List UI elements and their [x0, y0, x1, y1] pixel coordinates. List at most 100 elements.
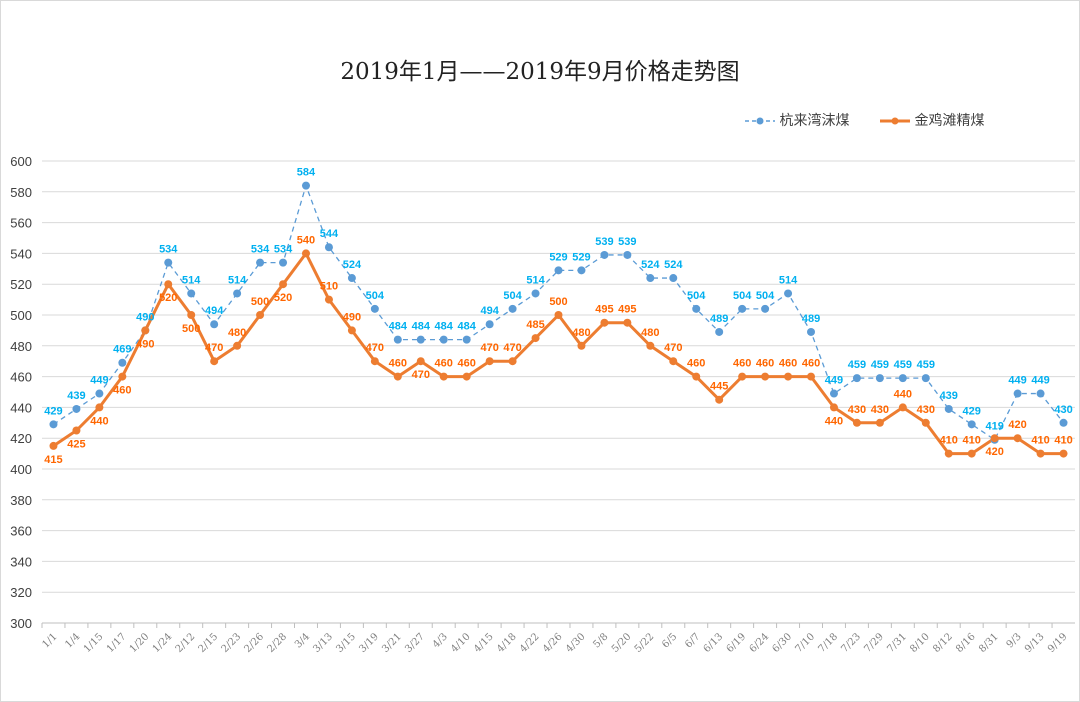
data-point-1	[324, 243, 333, 252]
data-point-2	[462, 372, 471, 381]
x-tick-label: 7/18	[816, 631, 840, 655]
legend-marker-solid-icon	[880, 117, 910, 125]
data-label-1: 504	[687, 290, 706, 302]
data-label-1: 484	[389, 321, 408, 333]
data-label-1: 504	[366, 290, 385, 302]
data-point-2	[600, 318, 609, 327]
data-point-2	[967, 449, 976, 458]
data-label-2: 460	[457, 358, 475, 370]
data-label-1: 449	[90, 375, 108, 387]
data-point-1	[187, 289, 196, 298]
data-point-1	[623, 250, 632, 259]
data-label-2: 500	[549, 296, 567, 308]
x-tick-label: 7/10	[793, 631, 817, 655]
data-point-2	[279, 280, 288, 289]
x-tick-label: 6/19	[725, 631, 749, 655]
y-tick-label: 480	[10, 339, 32, 354]
data-point-2	[370, 357, 379, 366]
data-point-1	[761, 304, 770, 313]
data-point-1	[921, 374, 930, 383]
data-label-2: 480	[641, 327, 659, 339]
x-tick-label: 3/13	[311, 631, 335, 655]
data-label-1: 429	[963, 405, 981, 417]
data-point-1	[439, 335, 448, 344]
data-point-1	[554, 266, 563, 275]
data-point-2	[554, 311, 563, 319]
data-label-2: 490	[343, 311, 361, 323]
data-label-1: 534	[251, 244, 270, 256]
x-tick-label: 5/20	[610, 631, 634, 655]
x-tick-label: 9/3	[1005, 631, 1024, 650]
data-point-1	[646, 274, 655, 283]
legend-item-series-1: 杭来湾沫煤	[745, 110, 849, 130]
y-tick-label: 440	[10, 400, 32, 415]
data-point-1	[233, 289, 242, 298]
y-tick-label: 600	[10, 154, 32, 169]
data-label-2: 460	[389, 358, 407, 370]
x-tick-label: 2/26	[243, 631, 267, 655]
data-point-1	[164, 258, 173, 267]
data-point-2	[646, 341, 655, 350]
data-label-1: 459	[894, 359, 912, 371]
data-label-2: 410	[1054, 435, 1072, 447]
x-tick-label: 7/31	[885, 631, 909, 655]
data-label-2: 460	[113, 385, 131, 397]
x-tick-label: 2/15	[197, 631, 221, 655]
data-point-1	[49, 420, 58, 429]
data-label-2: 430	[871, 404, 889, 416]
data-point-2	[210, 357, 219, 366]
x-tick-label: 1/24	[151, 631, 175, 655]
data-label-2: 460	[756, 358, 774, 370]
data-point-1	[210, 320, 219, 329]
chart-title: 2019年1月——2019年9月价格走势图	[340, 59, 740, 85]
data-point-1	[1036, 389, 1045, 398]
data-label-1: 449	[1031, 375, 1049, 387]
data-point-1	[462, 335, 471, 344]
data-label-1: 529	[549, 251, 567, 263]
data-label-2: 420	[1008, 419, 1026, 431]
data-point-2	[72, 426, 81, 435]
data-point-1	[600, 250, 609, 259]
x-tick-label: 1/4	[63, 631, 82, 650]
data-point-1	[829, 389, 838, 398]
data-point-1	[301, 181, 310, 190]
data-point-1	[784, 289, 793, 298]
data-point-2	[761, 372, 770, 381]
data-label-1: 459	[917, 359, 935, 371]
data-point-1	[967, 420, 976, 429]
data-label-1: 430	[1054, 404, 1072, 416]
x-tick-label: 2/23	[220, 631, 244, 655]
legend-label: 金鸡滩精煤	[914, 113, 985, 129]
data-label-1: 439	[940, 390, 958, 402]
data-label-1: 514	[526, 274, 545, 286]
x-tick-label: 9/13	[1023, 631, 1047, 655]
data-point-1	[1013, 389, 1022, 398]
x-tick-label: 6/24	[748, 631, 772, 655]
data-label-2: 460	[435, 358, 453, 370]
data-label-1: 419	[985, 421, 1003, 433]
data-point-1	[738, 304, 747, 313]
data-label-1: 429	[44, 405, 62, 417]
data-point-2	[852, 418, 861, 427]
data-label-1: 494	[205, 305, 224, 317]
data-point-2	[324, 295, 333, 304]
x-tick-label: 4/3	[431, 631, 450, 650]
data-label-1: 484	[457, 321, 476, 333]
data-label-2: 500	[251, 296, 269, 308]
x-tick-label: 3/27	[403, 631, 427, 655]
y-tick-label: 460	[10, 370, 32, 385]
data-label-2: 470	[366, 342, 384, 354]
x-tick-label: 3/4	[293, 631, 312, 650]
data-label-2: 500	[182, 323, 200, 335]
data-label-2: 485	[526, 319, 544, 331]
data-label-1: 584	[297, 167, 316, 179]
y-tick-label: 560	[10, 216, 32, 231]
x-tick-label: 5/8	[591, 631, 610, 650]
data-label-1: 459	[848, 359, 866, 371]
data-label-2: 470	[480, 342, 498, 354]
data-label-2: 440	[825, 415, 843, 427]
data-point-2	[118, 372, 127, 381]
data-label-1: 494	[480, 305, 499, 317]
data-label-1: 539	[595, 236, 613, 248]
data-point-2	[531, 334, 540, 343]
